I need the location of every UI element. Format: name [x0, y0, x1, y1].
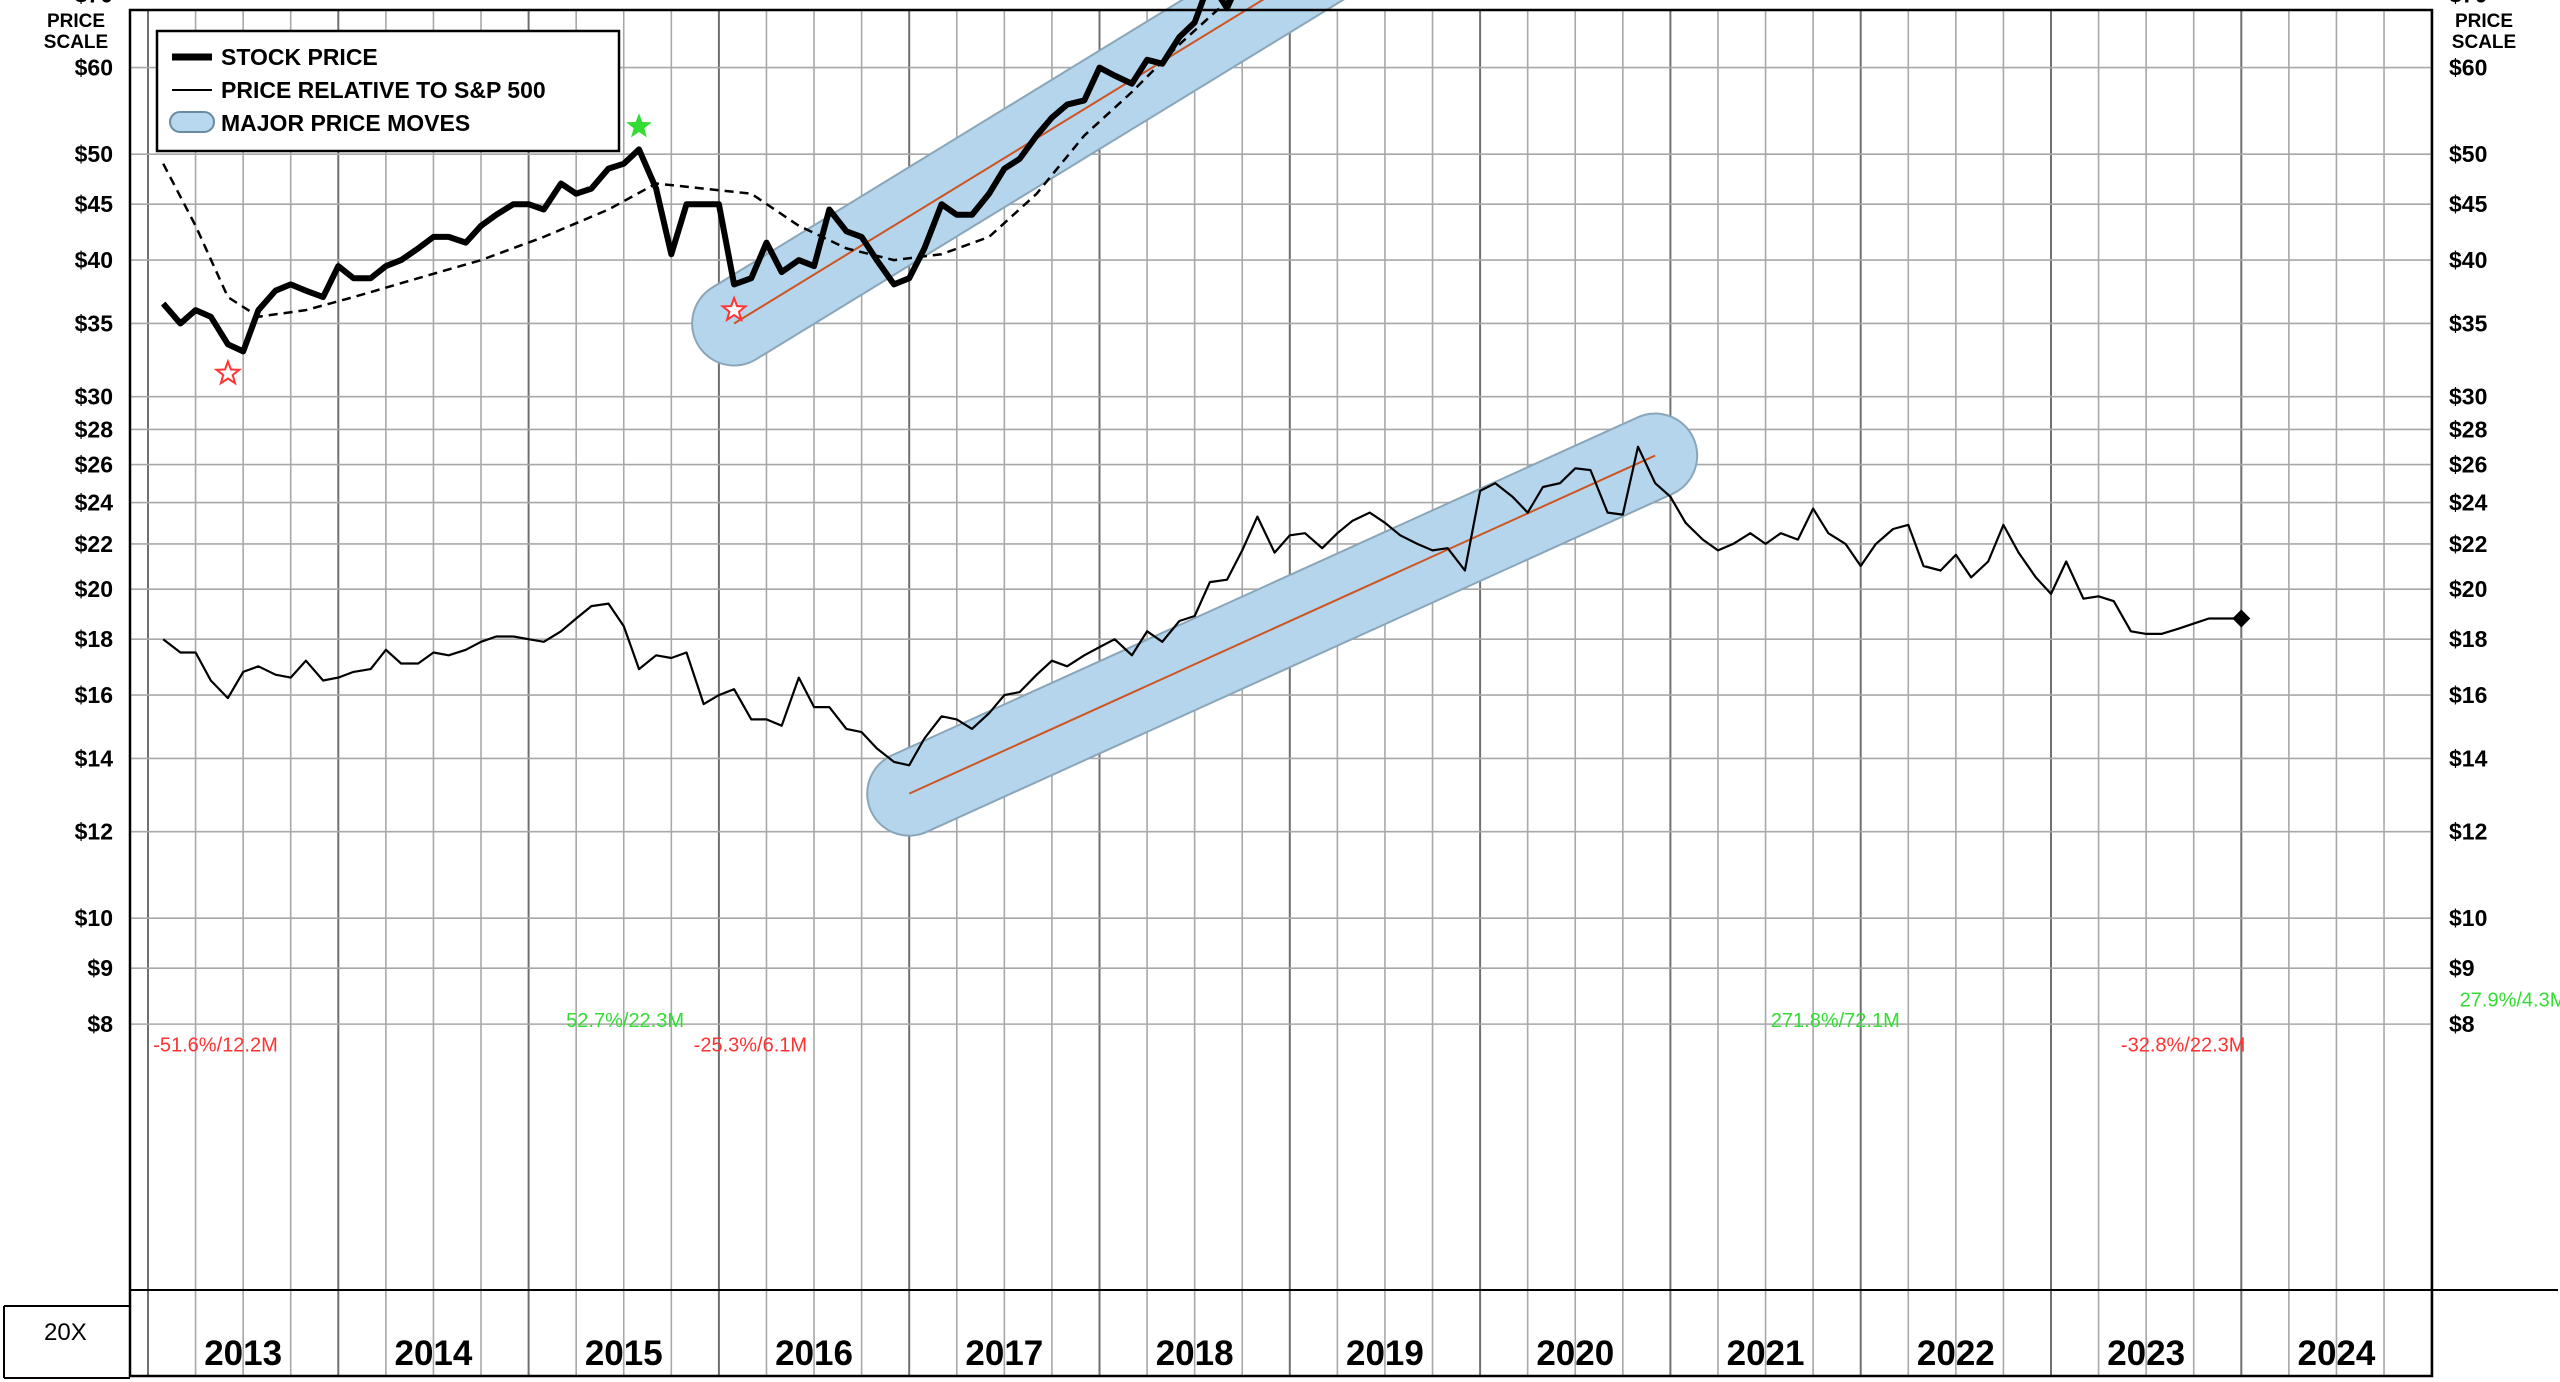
y-tick-label-right: $45	[2449, 191, 2488, 217]
year-label: 2020	[1536, 1334, 1614, 1373]
y-tick-label-right: $50	[2449, 141, 2487, 167]
year-label: 2015	[585, 1334, 663, 1373]
frame	[3, 8, 2558, 1379]
left-scale-title-line2: SCALE	[44, 32, 108, 53]
y-tick-label-right: $16	[2449, 682, 2487, 708]
price-move-label: -32.8%/22.3M	[2121, 1035, 2246, 1057]
y-tick-label-right: $40	[2449, 247, 2487, 273]
price-move-label: -51.6%/12.2M	[153, 1035, 278, 1057]
year-label: 2013	[204, 1334, 282, 1373]
current-diamond-icon	[2232, 609, 2251, 628]
y-tick-label-right: $26	[2449, 452, 2487, 478]
y-tick-label-left: $18	[75, 626, 114, 652]
y-tick-label-left: $60	[75, 55, 113, 81]
low-star-icon	[719, 295, 749, 323]
y-tick-label-left: $50	[75, 141, 113, 167]
major-price-moves	[691, 0, 1699, 837]
legend-swatch-major-moves	[169, 111, 215, 133]
markers	[213, 113, 2251, 628]
y-tick-label-left: $26	[75, 452, 113, 478]
year-label: 2014	[395, 1334, 473, 1373]
y-tick-label-right: $12	[2449, 819, 2487, 845]
y-tick-label-left: $10	[75, 905, 113, 931]
grid	[130, 10, 2433, 1376]
y-tick-label-right: $28	[2449, 416, 2488, 442]
year-label: 2016	[775, 1334, 853, 1373]
major-move-trendline	[733, 0, 1265, 325]
left-scale-title-line1: PRICE	[47, 11, 105, 32]
y-tick-label-left: $22	[75, 531, 113, 557]
labels: $220$220$200$200$180$180$160$160$140$140…	[75, 0, 2560, 1373]
plot-border	[128, 8, 2434, 1378]
y-tick-label-left: $30	[75, 384, 113, 410]
y-tick-label-left: $45	[75, 191, 114, 217]
year-label: 2021	[1727, 1334, 1805, 1373]
legend-box	[155, 29, 621, 153]
y-tick-label-right: $22	[2449, 531, 2487, 557]
legend-label-relative: PRICE RELATIVE TO S&P 500	[221, 77, 546, 103]
series-lines	[160, 0, 2242, 767]
y-tick-label-right: $70	[2449, 0, 2487, 7]
series-line-dashed	[162, 0, 1232, 318]
y-tick-label-right: $30	[2449, 384, 2487, 410]
year-label: 2018	[1156, 1334, 1234, 1373]
y-tick-label-left: $16	[75, 682, 113, 708]
price-move-label: -25.3%/6.1M	[694, 1035, 807, 1057]
y-tick-label-right: $14	[2449, 745, 2488, 771]
series-line-relative	[162, 445, 2242, 767]
y-tick-label-left: $35	[75, 310, 114, 336]
y-tick-label-left: $14	[75, 745, 114, 771]
y-tick-label-right: $60	[2449, 55, 2487, 81]
y-tick-label-left: $24	[75, 490, 114, 516]
y-tick-label-right: $20	[2449, 576, 2487, 602]
y-tick-label-right: $10	[2449, 905, 2487, 931]
y-tick-label-left: $12	[75, 819, 113, 845]
y-tick-label-right: $9	[2449, 955, 2475, 981]
year-label: 2019	[1346, 1334, 1424, 1373]
price-move-label: 27.9%/4.3M	[2460, 990, 2560, 1012]
low-star-icon	[213, 358, 243, 386]
y-tick-label-left: $28	[75, 416, 114, 442]
y-tick-label-right: $24	[2449, 490, 2488, 516]
year-label: 2024	[2298, 1334, 2376, 1373]
multiple-label: 20X	[44, 1319, 87, 1346]
year-label: 2022	[1917, 1334, 1995, 1373]
y-tick-label-left: $40	[75, 247, 113, 273]
y-tick-label-left: $20	[75, 576, 113, 602]
y-tick-label-left: $9	[87, 955, 113, 981]
major-move-trendline	[908, 454, 1656, 795]
y-tick-label-right: $18	[2449, 626, 2488, 652]
series-line-stock-price	[160, 0, 1234, 355]
legend-label-major-moves: MAJOR PRICE MOVES	[221, 110, 470, 136]
legend-label-stock-price: STOCK PRICE	[221, 44, 378, 70]
y-tick-label-left: $8	[87, 1011, 113, 1037]
year-label: 2023	[2107, 1334, 2185, 1373]
price-move-label: 52.7%/22.3M	[566, 1010, 684, 1032]
price-move-label: 271.8%/72.1M	[1771, 1010, 1900, 1032]
year-label: 2017	[965, 1334, 1043, 1373]
y-tick-label-right: $35	[2449, 310, 2488, 336]
legend: STOCK PRICE PRICE RELATIVE TO S&P 500 MA…	[155, 29, 621, 153]
right-scale-title-line1: PRICE	[2455, 11, 2513, 32]
y-tick-label-left: $70	[75, 0, 113, 7]
right-scale-title-line2: SCALE	[2452, 32, 2516, 53]
major-move-band-edge	[691, 0, 1345, 367]
y-tick-label-right: $8	[2449, 1011, 2475, 1037]
high-star-icon	[626, 113, 652, 138]
